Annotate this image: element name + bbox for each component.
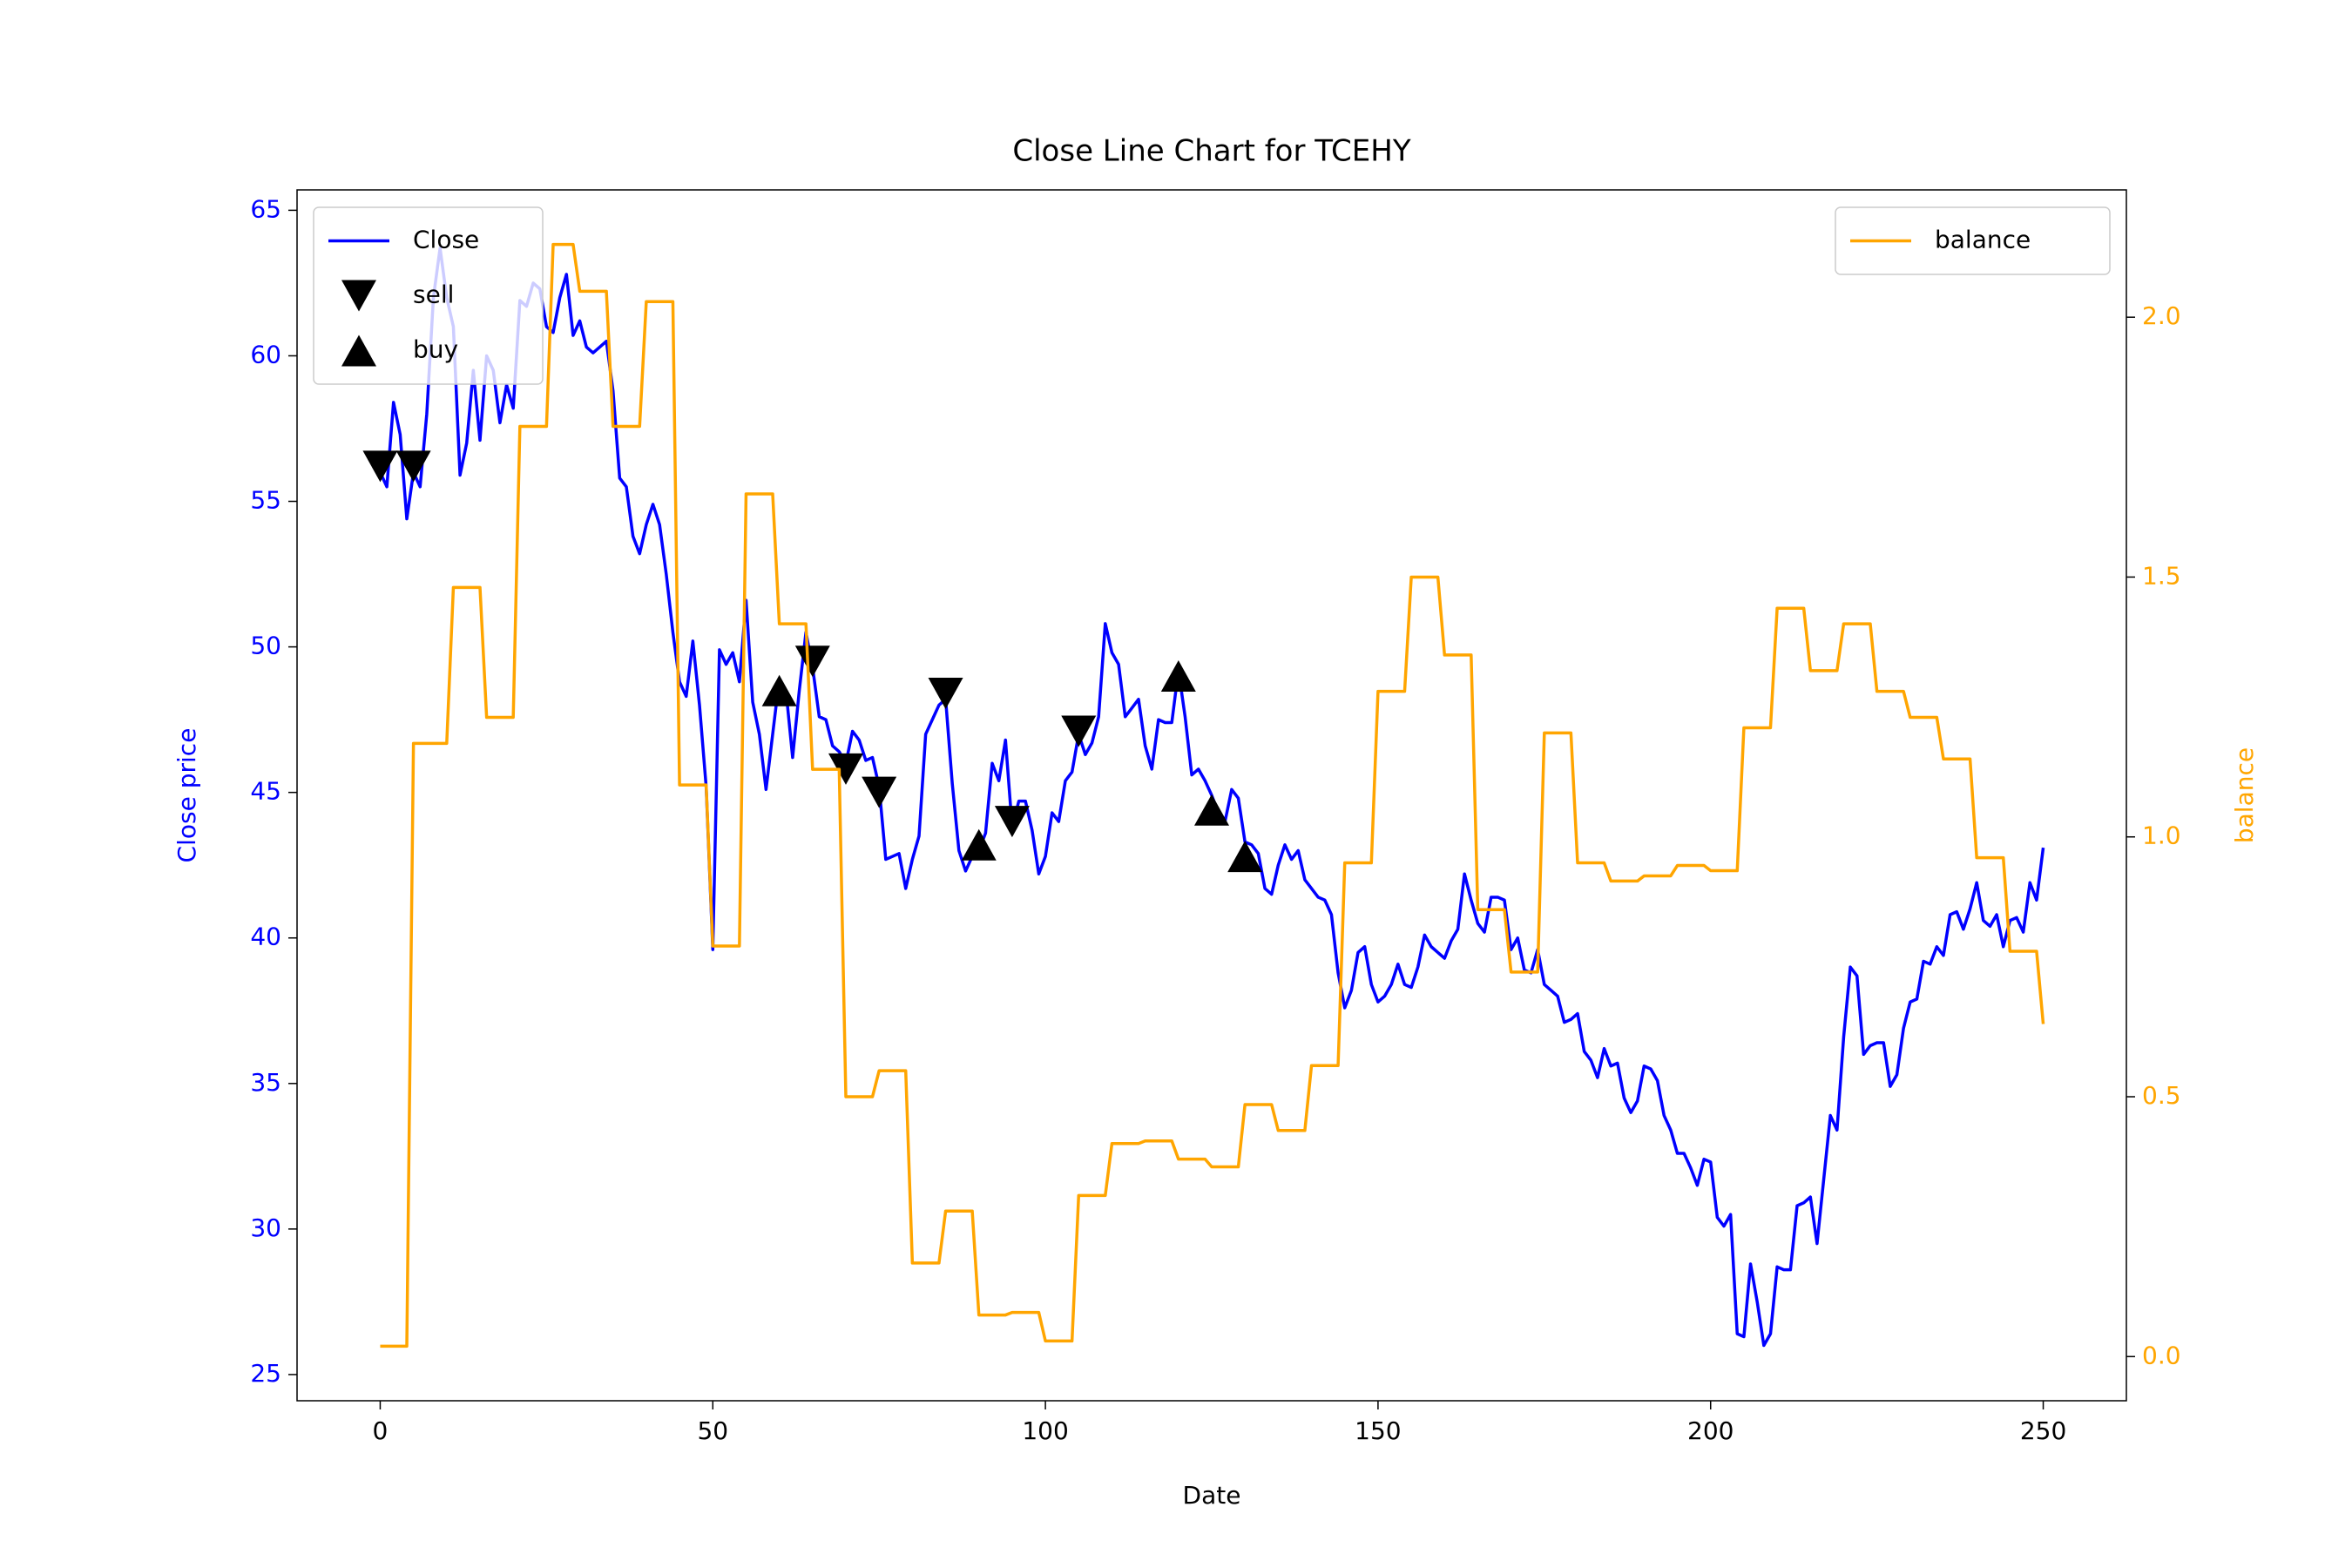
marker [1160, 660, 1196, 693]
marker [1194, 794, 1229, 826]
marker [395, 450, 431, 483]
plot-frame [296, 189, 2127, 1402]
x-tick-label: 200 [1687, 1416, 1734, 1445]
x-tick-label: 100 [1022, 1416, 1068, 1445]
y2-tick-label: 0.0 [2142, 1341, 2181, 1369]
y-tick-label: 30 [250, 1213, 281, 1242]
marker [1061, 715, 1097, 747]
legend-label: sell [413, 280, 454, 309]
x-tick-label: 0 [373, 1416, 389, 1445]
chart-title: Close Line Chart for TCEHY [1012, 134, 1410, 169]
x-tick-label: 150 [1355, 1416, 1401, 1445]
y-tick-label: 50 [250, 632, 281, 660]
legend-label: Close [413, 226, 479, 254]
y-tick-label: 65 [250, 194, 281, 223]
y-tick-label: 35 [250, 1068, 281, 1097]
legend-label: buy [413, 335, 458, 364]
y-axis-label: Close price [172, 728, 201, 863]
marker [761, 674, 797, 706]
legend-swatch [341, 280, 376, 312]
y-tick-label: 45 [250, 777, 281, 806]
y-tick-label: 55 [250, 486, 281, 515]
legend-label: balance [1935, 226, 2031, 254]
marker [1227, 841, 1263, 873]
marker [862, 776, 897, 808]
legend-box [313, 206, 544, 385]
x-tick-label: 50 [697, 1416, 728, 1445]
x-tick-label: 250 [2020, 1416, 2066, 1445]
series-line [380, 242, 2045, 1348]
marker [362, 450, 398, 483]
y2-tick-label: 1.0 [2142, 821, 2181, 850]
marker [994, 806, 1030, 838]
y2-axis-label: balance [2230, 747, 2259, 843]
marker [961, 828, 997, 861]
y2-tick-label: 0.5 [2142, 1081, 2181, 1110]
legend-box [1835, 206, 2111, 275]
y-tick-label: 40 [250, 923, 281, 951]
legend-swatch [341, 335, 376, 367]
marker [828, 753, 863, 785]
marker [928, 678, 963, 710]
y2-tick-label: 1.5 [2142, 561, 2181, 590]
marker [794, 645, 830, 678]
y-tick-label: 25 [250, 1359, 281, 1388]
y2-tick-label: 2.0 [2142, 301, 2181, 330]
y-tick-label: 60 [250, 340, 281, 368]
x-axis-label: Date [1183, 1481, 1241, 1510]
